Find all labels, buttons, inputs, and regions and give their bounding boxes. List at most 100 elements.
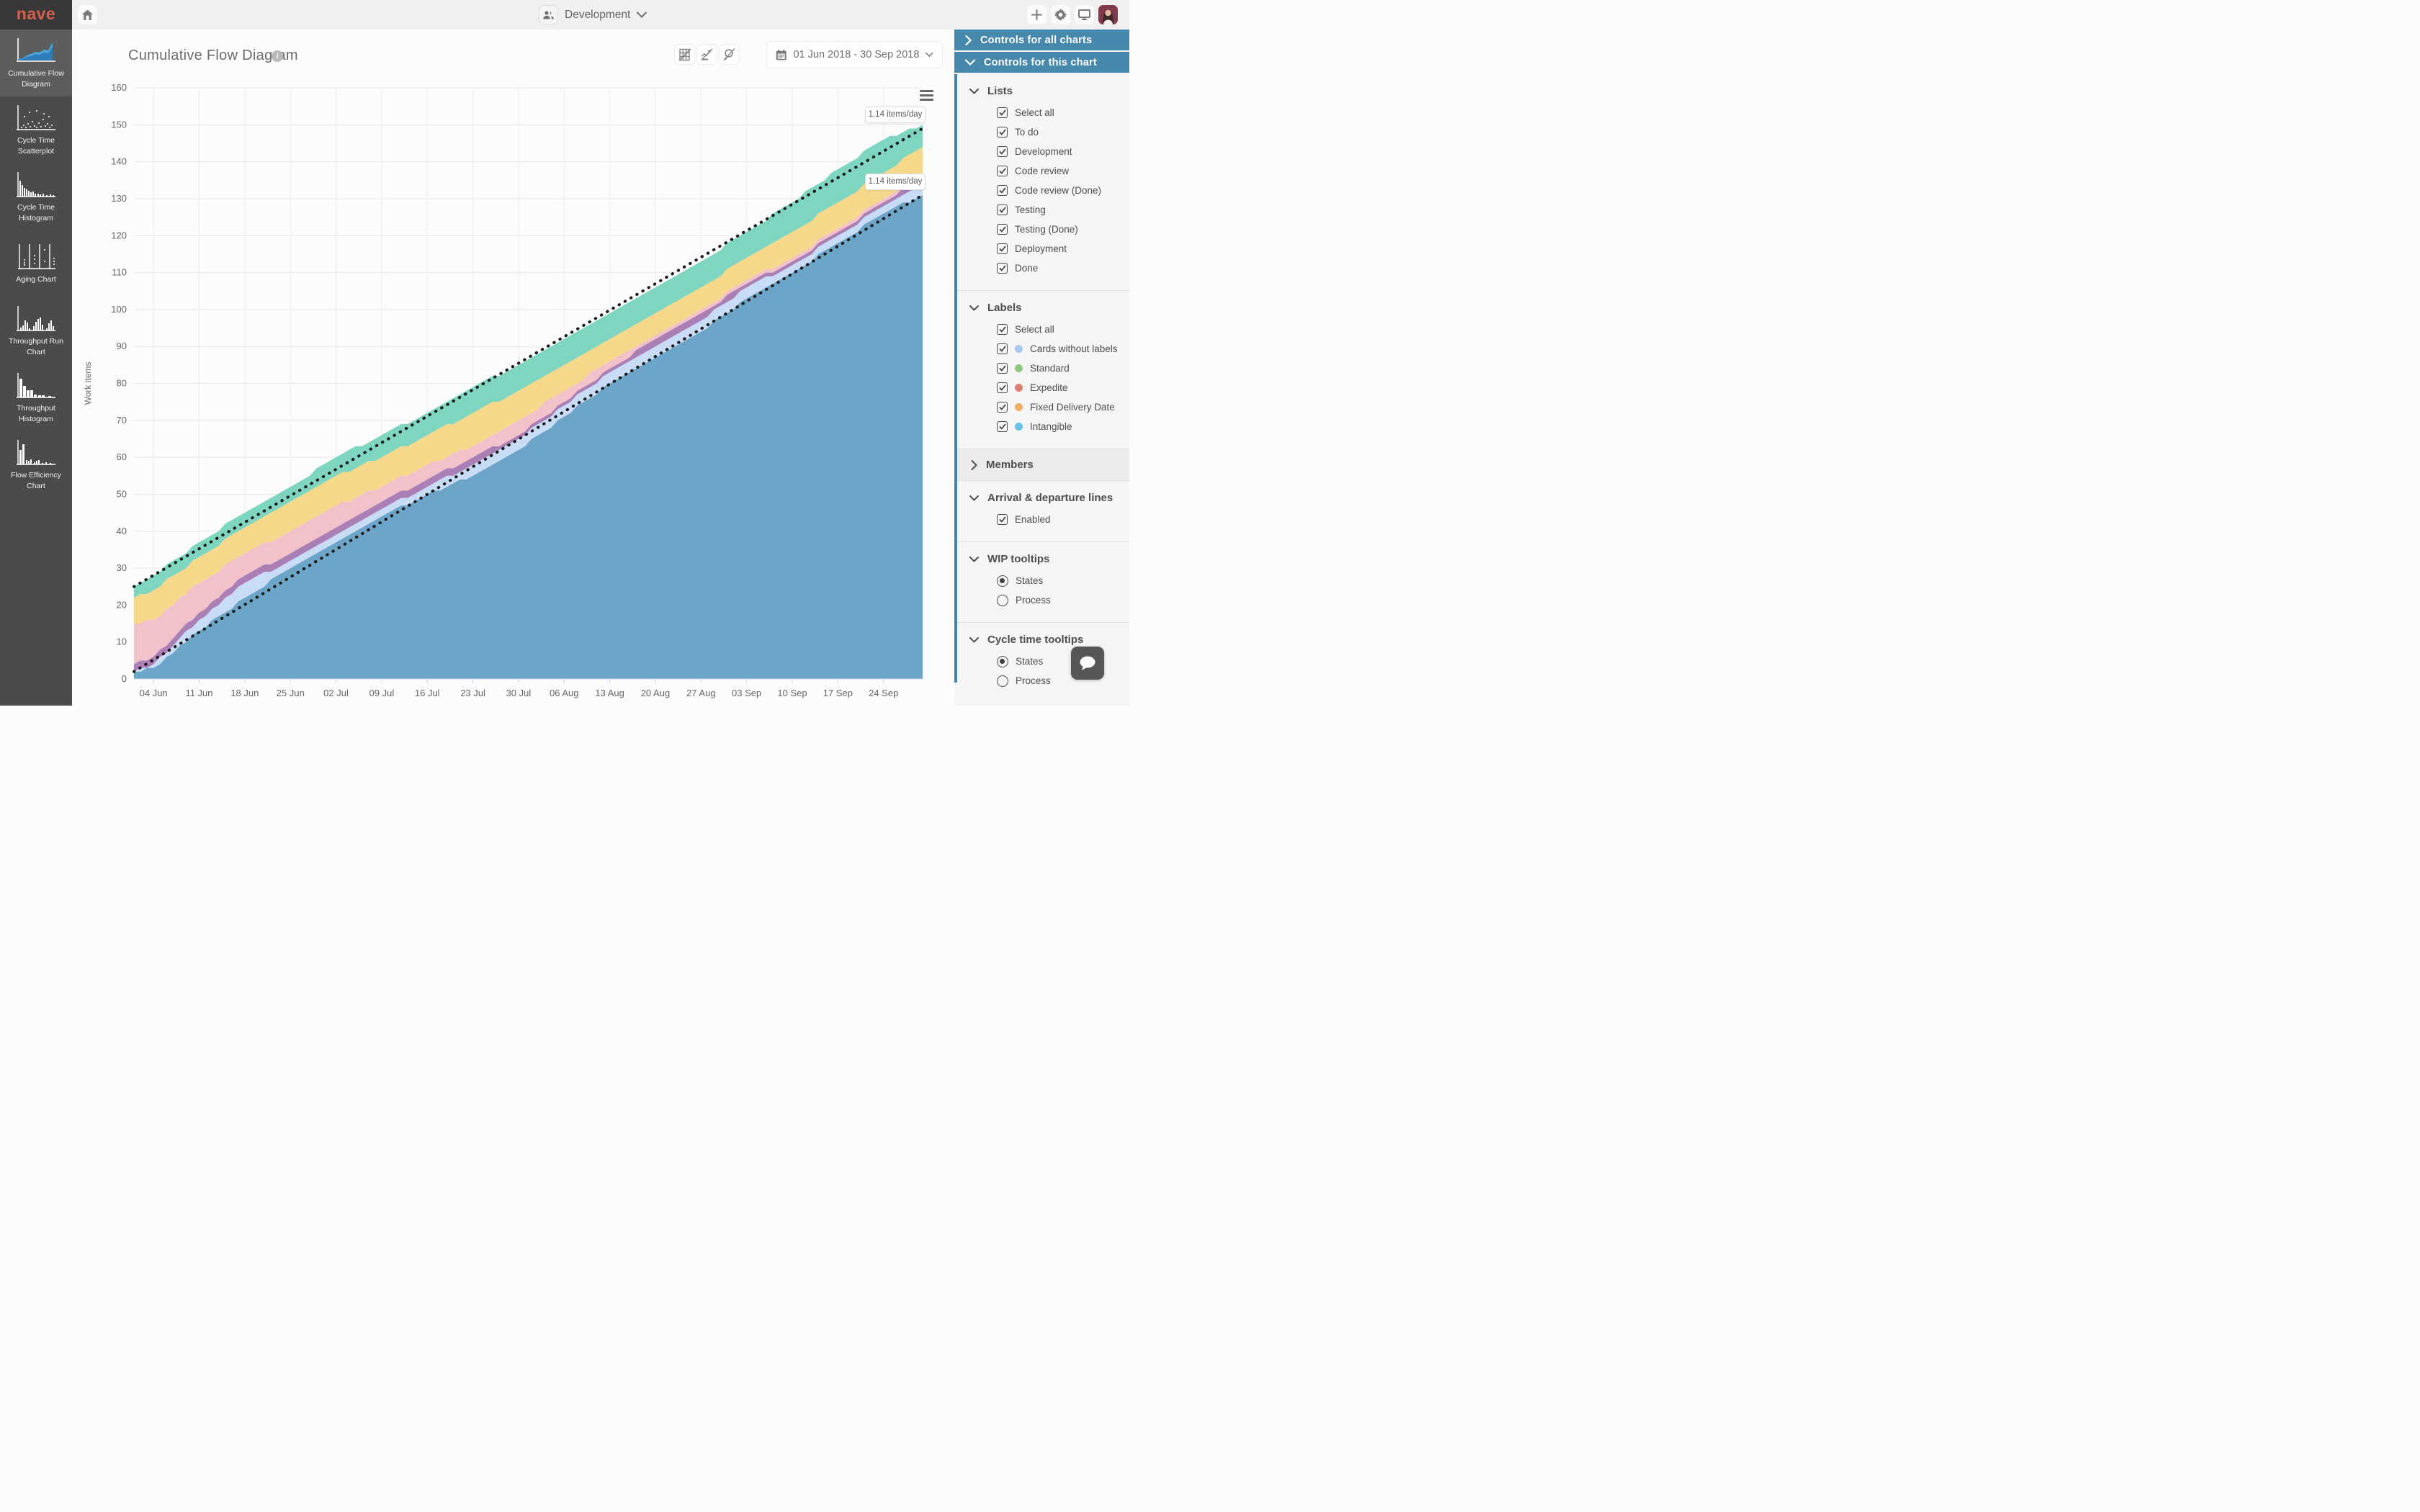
checkbox-checked — [997, 204, 1008, 215]
sidebar-item-cumulative-flow-diagram[interactable]: Cumulative Flow Diagram — [0, 30, 72, 96]
list-checkbox-row[interactable]: Select all — [954, 103, 1129, 122]
label-checkbox-row[interactable]: Expedite — [954, 378, 1129, 397]
svg-text:120: 120 — [111, 230, 127, 240]
labels-section-header[interactable]: Labels — [954, 302, 1129, 314]
sidebar-item-label: Aging Chart — [16, 275, 56, 284]
chart-context-menu-icon[interactable] — [920, 90, 933, 101]
checkbox-checked — [997, 421, 1008, 432]
svg-text:13 Aug: 13 Aug — [595, 688, 624, 698]
chat-bubble-icon — [1080, 656, 1095, 670]
svg-text:140: 140 — [111, 156, 127, 167]
sidebar-item-cycle-time-histogram[interactable]: Cycle Time Histogram — [0, 163, 72, 230]
controls-all-charts-header[interactable]: Controls for all charts — [954, 30, 1129, 50]
cycle-process-radio-row[interactable]: Process — [954, 671, 1129, 690]
user-avatar[interactable] — [1098, 5, 1118, 24]
cycle-states-radio-row[interactable]: States — [954, 652, 1129, 671]
checkbox-checked — [997, 402, 1008, 413]
lists-section: Lists Select all To do Development Code … — [954, 74, 1129, 291]
chevron-down-icon — [969, 88, 979, 94]
svg-text:60: 60 — [117, 451, 127, 462]
label-checkbox-row[interactable]: Standard — [954, 359, 1129, 378]
sidebar-item-aging-chart[interactable]: Aging Chart — [0, 230, 72, 297]
aging-chart-icon — [18, 244, 55, 270]
svg-text:10 Sep: 10 Sep — [777, 688, 807, 698]
label-checkbox-row[interactable]: Intangible — [954, 417, 1129, 436]
wip-process-radio-row[interactable]: Process — [954, 590, 1129, 610]
list-checkbox-row[interactable]: Code review — [954, 161, 1129, 181]
zoom-toggle-button[interactable] — [720, 45, 739, 64]
svg-text:02 Jul: 02 Jul — [323, 688, 349, 698]
home-button[interactable] — [78, 5, 97, 24]
nave-logo[interactable]: nave — [0, 0, 72, 30]
wip-tooltips-header[interactable]: WIP tooltips — [954, 553, 1129, 565]
arrival-departure-header[interactable]: Arrival & departure lines — [954, 492, 1129, 504]
sidebar-item-throughput-histogram[interactable]: Throughput Histogram — [0, 364, 72, 431]
radio-unselected — [997, 594, 1008, 606]
chat-button[interactable] — [1071, 647, 1104, 680]
checkbox-checked — [997, 263, 1008, 274]
checkbox-checked — [997, 166, 1008, 176]
sidebar-item-label: Cycle Time Scatterplot — [17, 136, 55, 156]
checkbox-checked — [997, 127, 1008, 138]
chevron-down-icon — [926, 52, 933, 58]
label-checkbox-row[interactable]: Cards without labels — [954, 339, 1129, 359]
trend-lines-toggle-button[interactable] — [697, 45, 717, 64]
chevron-down-icon — [969, 556, 979, 562]
sidebar-item-throughput-run-chart[interactable]: Throughput Run Chart — [0, 297, 72, 364]
info-icon[interactable]: i — [272, 50, 283, 62]
date-range-picker[interactable]: 01 Jun 2018 - 30 Sep 2018 — [767, 42, 942, 68]
list-checkbox-row[interactable]: Testing — [954, 200, 1129, 220]
add-button[interactable] — [1027, 5, 1047, 24]
cycle-time-tooltips-section: Cycle time tooltips States Process — [954, 623, 1129, 703]
lists-section-header[interactable]: Lists — [954, 85, 1129, 97]
list-checkbox-row[interactable]: Deployment — [954, 239, 1129, 258]
grid-toggle-button[interactable] — [675, 45, 694, 64]
cycle-time-tooltips-header[interactable]: Cycle time tooltips — [954, 634, 1129, 646]
settings-button[interactable] — [1051, 5, 1070, 24]
enabled-checkbox-row[interactable]: Enabled — [954, 510, 1129, 529]
arrival-rate-tooltip: 1.14 items/day — [865, 107, 926, 123]
radio-selected — [997, 655, 1008, 667]
svg-text:0: 0 — [122, 673, 127, 684]
label-checkbox-row[interactable]: Fixed Delivery Date — [954, 397, 1129, 417]
sidebar-item-cycle-time-scatterplot[interactable]: Cycle Time Scatterplot — [0, 96, 72, 163]
checkbox-checked — [997, 363, 1008, 374]
display-button[interactable] — [1075, 5, 1094, 24]
svg-text:06 Aug: 06 Aug — [550, 688, 579, 698]
label-color-dot — [1015, 423, 1023, 431]
chevron-down-icon — [969, 305, 979, 311]
members-section-header[interactable]: Members — [954, 449, 1129, 481]
sidebar-item-flow-efficiency-chart[interactable]: Flow Efficiency Chart — [0, 431, 72, 498]
checkbox-checked — [997, 243, 1008, 254]
plus-icon — [1031, 9, 1042, 20]
svg-text:18 Jun: 18 Jun — [230, 688, 259, 698]
svg-text:40: 40 — [117, 526, 127, 536]
wip-states-radio-row[interactable]: States — [954, 571, 1129, 590]
list-checkbox-row[interactable]: Development — [954, 142, 1129, 161]
list-checkbox-row[interactable]: Testing (Done) — [954, 220, 1129, 239]
date-range-value: 01 Jun 2018 - 30 Sep 2018 — [793, 49, 920, 60]
team-icon — [539, 5, 558, 24]
throughput-run-chart-icon — [17, 306, 55, 332]
label-checkbox-row[interactable]: Select all — [954, 320, 1129, 339]
chevron-down-icon — [969, 495, 979, 501]
checkbox-checked — [997, 185, 1008, 196]
chevron-right-icon — [965, 35, 972, 45]
sidebar-item-label: Throughput Run Chart — [9, 337, 63, 356]
wip-tooltips-section: WIP tooltips States Process — [954, 542, 1129, 623]
svg-text:160: 160 — [111, 82, 127, 93]
cumulative-flow-chart[interactable]: 04 Jun 11 Jun 18 Jun 25 Jun 02 Jul 09 Jul 16 J… — [79, 68, 949, 702]
board-switcher[interactable]: Development — [539, 5, 647, 24]
trend-off-icon — [701, 48, 713, 60]
svg-text:03 Sep: 03 Sep — [732, 688, 761, 698]
chevron-right-icon — [971, 459, 977, 470]
sidebar-item-label: Flow Efficiency Chart — [11, 471, 61, 490]
list-checkbox-row[interactable]: To do — [954, 122, 1129, 142]
page-title: Cumulative Flow Diagram — [128, 48, 298, 63]
list-checkbox-row[interactable]: Done — [954, 258, 1129, 278]
active-section-stripe — [954, 74, 957, 683]
list-checkbox-row[interactable]: Code review (Done) — [954, 181, 1129, 200]
checkbox-checked — [997, 224, 1008, 235]
controls-this-chart-header[interactable]: Controls for this chart — [954, 52, 1129, 73]
cumulative-flow-diagram-icon — [17, 38, 55, 63]
